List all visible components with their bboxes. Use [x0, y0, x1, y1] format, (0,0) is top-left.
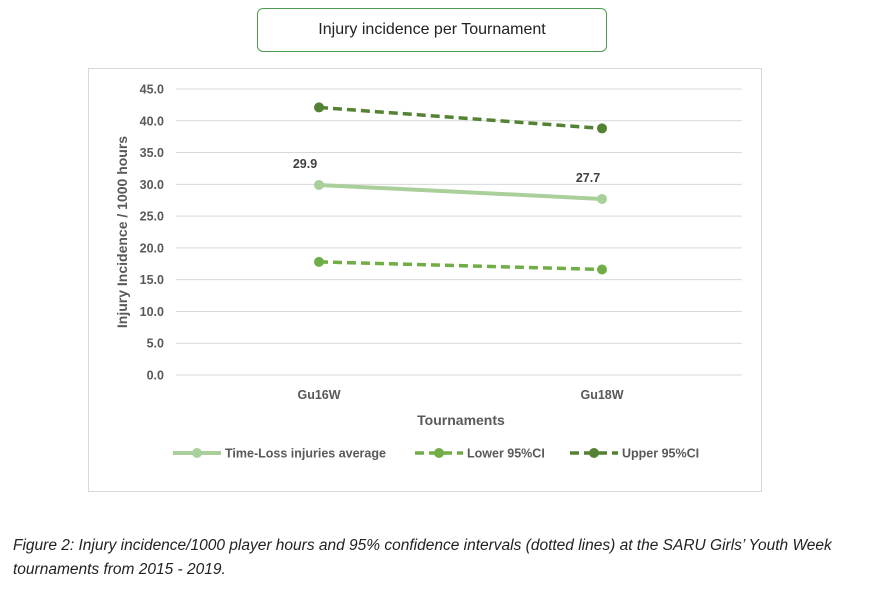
y-tick-label: 15.0	[140, 273, 164, 287]
y-tick-label: 25.0	[140, 210, 164, 224]
x-tick-label: Gu18W	[580, 388, 623, 402]
y-tick-label: 10.0	[140, 305, 164, 319]
series-line	[318, 182, 603, 201]
data-label: 27.7	[576, 171, 600, 185]
data-point	[597, 123, 607, 134]
legend-label: Time-Loss injuries average	[225, 447, 386, 461]
y-tick-label: 45.0	[140, 83, 164, 97]
figure-caption: Figure 2: Injury incidence/1000 player h…	[13, 534, 887, 582]
y-tick-label: 35.0	[140, 146, 164, 160]
data-point	[314, 179, 324, 190]
y-tick-label: 5.0	[147, 337, 164, 351]
legend-label: Upper 95%CI	[622, 447, 699, 461]
line-chart: 0.0 5.0 10.0 15.0 20.0 25.0 30.0 35.0 40.0 45.0 Gu…	[114, 83, 742, 461]
data-label: 29.9	[293, 157, 317, 171]
y-tick-label: 30.0	[140, 178, 164, 192]
y-tick-label: 40.0	[140, 114, 164, 128]
data-point	[314, 256, 324, 267]
legend-marker	[192, 448, 202, 458]
y-tick-label: 0.0	[147, 369, 164, 383]
legend-marker	[434, 448, 444, 458]
chart-title: Injury incidence per Tournament	[257, 8, 607, 52]
x-tick-label: Gu16W	[297, 388, 340, 402]
series-line	[318, 105, 603, 131]
caption-lead: Figure 2:	[13, 537, 75, 554]
data-point	[314, 102, 324, 113]
caption-text: Injury incidence/1000 player hours and 9…	[13, 537, 832, 578]
data-point	[597, 193, 607, 204]
legend-label: Lower 95%CI	[467, 447, 545, 461]
series-line	[318, 260, 603, 272]
legend-marker	[589, 448, 599, 458]
x-axis-title: Tournaments	[417, 412, 505, 428]
y-axis-title: Injury Incidence / 1000 hours	[114, 136, 130, 328]
data-point	[597, 264, 607, 275]
y-tick-label: 20.0	[140, 241, 164, 255]
